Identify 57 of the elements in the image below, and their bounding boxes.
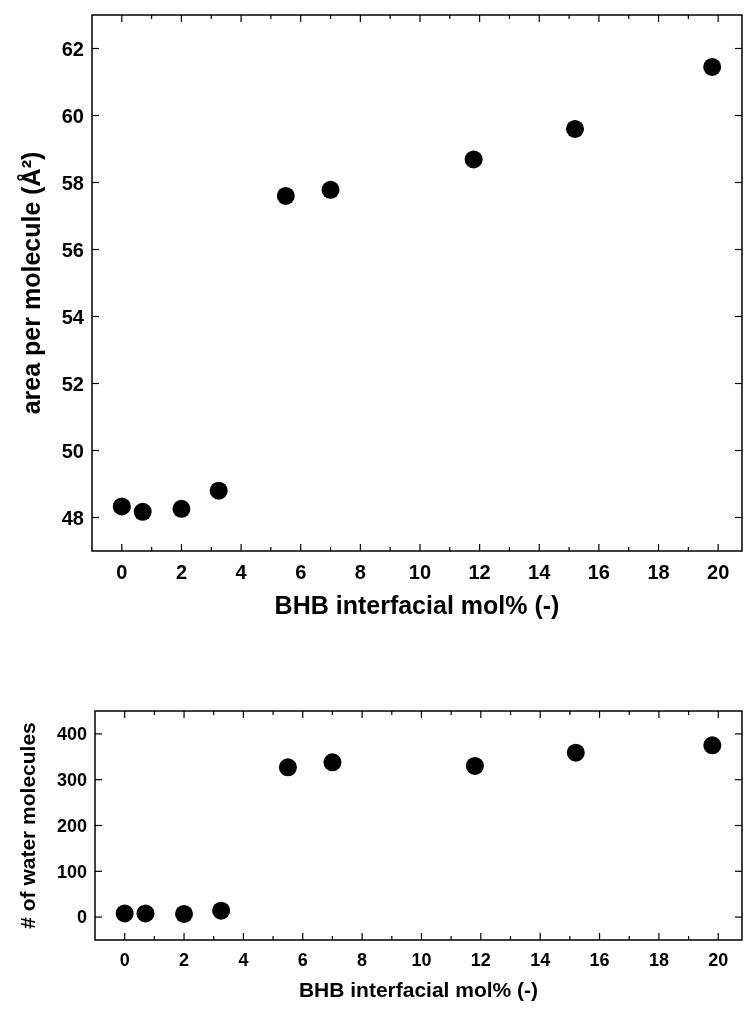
x-tick-label: 18 [647, 561, 670, 583]
x-tick-label: 6 [295, 561, 307, 583]
y-tick-label: 54 [61, 305, 85, 328]
point [276, 186, 295, 205]
x-tick-label: 16 [587, 561, 611, 583]
point [172, 499, 191, 518]
x-tick-label: 12 [468, 561, 491, 583]
point [566, 743, 585, 762]
y-tick-label: 200 [56, 815, 87, 836]
x-tick-label: 4 [238, 950, 249, 970]
point [133, 502, 152, 521]
x-tick-label: 6 [297, 950, 308, 970]
point [465, 756, 484, 775]
y-tick-label: 60 [61, 104, 84, 127]
point [115, 904, 134, 923]
y-tick-label: 56 [61, 238, 84, 261]
point [136, 904, 155, 923]
x-tick-label: 10 [408, 561, 432, 583]
y-tick-label: 62 [61, 37, 84, 60]
y-tick-label: 100 [56, 861, 87, 882]
x-tick-label: 18 [648, 950, 669, 970]
x-tick-label: 20 [707, 561, 730, 583]
y-tick-label: 0 [76, 907, 87, 928]
point [212, 901, 231, 920]
x-tick-label: 20 [708, 950, 729, 970]
x-tick-label: 16 [589, 950, 610, 970]
x-tick-label: 2 [179, 950, 190, 970]
y-axis-title: # of water molecules [16, 722, 39, 929]
point [278, 758, 297, 777]
x-tick-label: 2 [175, 561, 188, 583]
x-axis-title: BHB interfacial mol% (-) [274, 591, 560, 619]
point [323, 753, 342, 772]
y-tick-label: 50 [61, 439, 84, 462]
point [566, 119, 585, 138]
x-tick-label: 10 [411, 950, 432, 970]
point [175, 904, 194, 923]
y-tick-label: 52 [61, 372, 84, 395]
x-tick-label: 14 [530, 950, 551, 970]
point [209, 481, 228, 500]
x-tick-label: 0 [116, 561, 128, 583]
point [321, 180, 340, 199]
x-axis-title: BHB interfacial mol% (-) [298, 978, 539, 1001]
y-tick-label: 58 [61, 171, 84, 194]
y-tick-label: 400 [56, 724, 87, 745]
x-tick-label: 14 [528, 561, 552, 583]
y-axis-title: area per molecule (Å²) [17, 151, 45, 415]
x-tick-label: 8 [354, 561, 366, 583]
point [464, 150, 483, 169]
point [703, 736, 722, 755]
x-tick-label: 4 [235, 561, 248, 583]
y-tick-label: 300 [56, 770, 87, 790]
y-tick-label: 48 [61, 506, 84, 529]
x-tick-label: 8 [357, 950, 368, 970]
point [703, 57, 722, 76]
point [112, 497, 131, 516]
x-tick-label: 12 [470, 950, 491, 970]
x-tick-label: 0 [119, 950, 130, 970]
